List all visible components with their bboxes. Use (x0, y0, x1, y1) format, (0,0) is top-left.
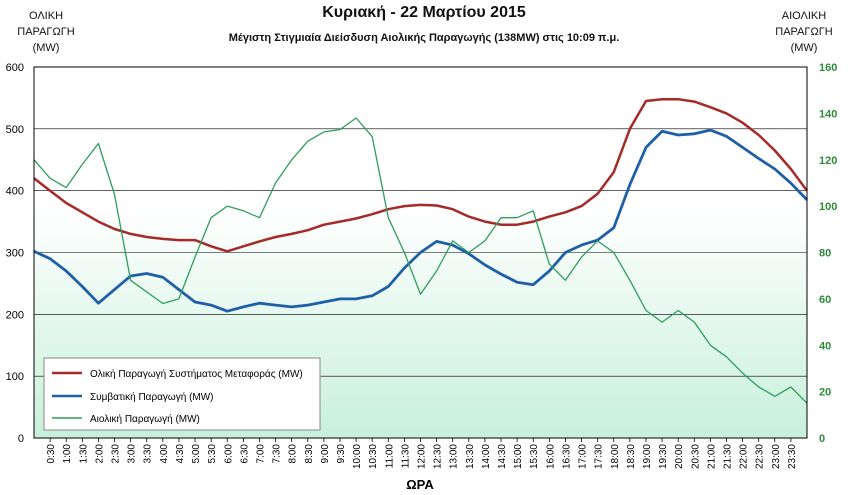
x-tick-label: 21:00 (706, 444, 717, 469)
x-tick-label: 19:30 (658, 444, 669, 469)
left-tick-label: 400 (6, 186, 24, 198)
x-tick-label: 20:00 (674, 444, 685, 469)
legend-label-wind: Αιολική Παραγωγή (MW) (90, 413, 200, 425)
right-tick-label: 140 (819, 108, 837, 120)
legend-label-conventional: Συμβατική Παραγωγή (MW) (90, 391, 214, 403)
left-tick-label: 200 (6, 309, 24, 321)
x-tick-label: 1:30 (78, 444, 89, 464)
x-tick-label: 4:30 (175, 444, 186, 464)
x-tick-label: 23:00 (771, 444, 782, 469)
legend-box (43, 357, 321, 431)
right-axis-title: ΑΙΟΛΙΚΗ ΠΑΡΑΓΩΓΗ (MW) (775, 10, 833, 54)
x-tick-label: 12:00 (417, 444, 428, 469)
x-tick-label: 22:30 (755, 444, 766, 469)
x-tick-label: 10:30 (368, 444, 379, 469)
x-tick-label: 17:00 (578, 444, 589, 469)
x-axis-title: ΩΡΑ (406, 477, 434, 492)
x-tick-label: 6:00 (223, 444, 234, 464)
x-tick-label: 5:00 (191, 444, 202, 464)
series-total-line (33, 97, 809, 253)
x-tick-label: 13:00 (449, 444, 460, 469)
right-tick-label: 100 (819, 201, 837, 213)
x-tick-label: 4:00 (159, 444, 170, 464)
x-tick-label: 23:30 (787, 444, 798, 469)
x-tick-label: 8:00 (288, 444, 299, 464)
x-tick-label: 14:00 (481, 444, 492, 469)
x-tick-label: 9:00 (320, 444, 331, 464)
x-tick-label: 15:00 (513, 444, 524, 469)
left-axis-ticks: 0 100 200 300 400 500 600 (6, 62, 24, 445)
x-tick-label: 15:30 (529, 444, 540, 469)
legend: Ολική Παραγωγή Συστήματος Μεταφοράς (MW)… (43, 357, 321, 431)
left-tick-label: 300 (6, 248, 24, 260)
x-tick-label: 19:00 (642, 444, 653, 469)
x-tick-label: 21:30 (722, 444, 733, 469)
x-tick-label: 20:30 (690, 444, 701, 469)
right-tick-label: 120 (819, 155, 837, 167)
x-tick-label: 18:00 (610, 444, 621, 469)
x-tick-label: 9:30 (336, 444, 347, 464)
x-tick-label: 6:30 (239, 444, 250, 464)
legend-label-total: Ολική Παραγωγή Συστήματος Μεταφοράς (MW) (90, 368, 303, 380)
x-tick-label: 2:00 (94, 444, 105, 464)
x-tick-label: 7:00 (255, 444, 266, 464)
x-tick-label: 17:30 (594, 444, 605, 469)
right-tick-label: 80 (819, 248, 831, 260)
x-tick-label: 14:30 (497, 444, 508, 469)
chart-subtitle: Μέγιστη Στιγμιαία Διείσδυση Αιολικής Παρ… (228, 32, 620, 44)
left-tick-label: 0 (18, 433, 24, 445)
series-conventional-line (33, 128, 809, 313)
right-tick-label: 40 (819, 340, 831, 352)
right-tick-label: 0 (819, 433, 825, 445)
x-tick-label: 13:30 (465, 444, 476, 469)
x-tick-label: 18:30 (626, 444, 637, 469)
x-tick-label: 3:00 (127, 444, 138, 464)
x-tick-label: 8:30 (304, 444, 315, 464)
right-tick-label: 20 (819, 387, 831, 399)
x-tick-label: 22:00 (739, 444, 750, 469)
left-axis-title: ΟΛΙΚΗ ΠΑΡΑΓΩΓΗ (MW) (17, 10, 75, 54)
x-tick-label: 3:30 (143, 444, 154, 464)
x-tick-label: 0:30 (46, 444, 57, 464)
right-tick-label: 60 (819, 294, 831, 306)
x-tick-label: 11:00 (384, 444, 395, 469)
x-tick-label: 5:30 (207, 444, 218, 464)
chart-title: Κυριακή - 22 Μαρτίου 2015 (322, 4, 526, 21)
x-tick-label: 1:00 (62, 444, 73, 464)
right-tick-label: 160 (819, 62, 837, 74)
series-lines (33, 97, 809, 404)
x-tick-label: 10:00 (352, 444, 363, 469)
left-tick-label: 100 (6, 371, 24, 383)
x-tick-label: 11:30 (400, 444, 411, 469)
x-tick-label: 16:00 (545, 444, 556, 469)
x-tick-label: 2:30 (111, 444, 122, 464)
x-tick-label: 7:30 (272, 444, 283, 464)
series-wind-line (33, 117, 808, 404)
x-axis-ticks: 0:30 1:00 1:30 2:00 2:30 3:00 3:30 4:00 4:30 5:00… (46, 438, 798, 469)
left-tick-label: 500 (6, 124, 24, 136)
x-tick-label: 12:30 (433, 444, 444, 469)
right-axis-ticks: 0 20 40 60 80 100 120 140 160 (819, 62, 837, 445)
left-tick-label: 600 (6, 62, 24, 74)
x-tick-label: 16:30 (561, 444, 572, 469)
